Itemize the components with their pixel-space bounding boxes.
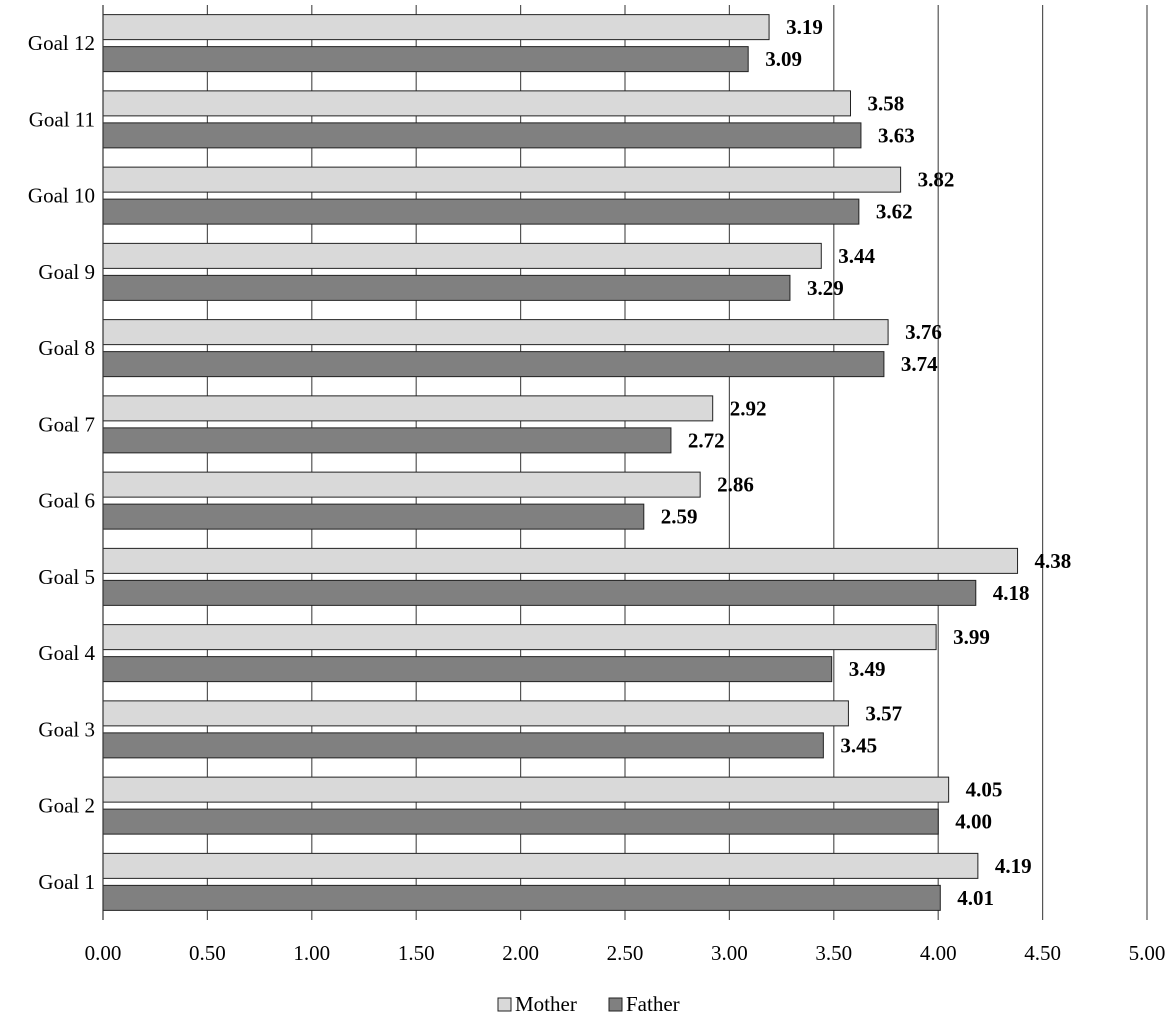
bar-father-goal-4 [102,656,833,683]
bar-mother-goal-5 [102,547,1019,574]
legend: Mother Father [497,992,680,1016]
data-label-father: 2.59 [661,505,698,529]
data-label-mother: 3.76 [905,320,942,344]
x-tick-label: 4.50 [1024,941,1061,965]
bar-mother-goal-7 [102,395,714,422]
bar-mother-goal-1 [102,852,979,879]
x-tick-label: 3.00 [711,941,748,965]
x-tick-label: 0.50 [189,941,226,965]
x-tick-label: 3.50 [815,941,852,965]
data-label-father: 3.49 [849,657,886,681]
legend-label-father: Father [626,992,680,1016]
category-label: Goal 3 [38,717,95,741]
data-label-mother: 2.92 [730,396,767,420]
bar-father-goal-12 [102,46,749,73]
data-label-father: 4.18 [993,581,1030,605]
bar-father-goal-10 [102,198,860,225]
data-label-mother: 3.44 [838,244,875,268]
data-label-father: 4.00 [955,810,992,834]
data-label-father: 3.62 [876,200,913,224]
grid-layer [206,5,1148,920]
data-label-mother: 4.05 [966,778,1003,802]
data-label-mother: 3.19 [786,15,823,39]
x-tick-label: 0.00 [85,941,122,965]
data-label-mother: 3.58 [868,91,905,115]
category-label: Goal 12 [28,31,95,55]
data-label-mother: 4.38 [1035,549,1072,573]
data-label-mother: 3.57 [865,701,902,725]
category-label: Goal 6 [38,489,95,513]
x-tick-label: 1.00 [293,941,330,965]
bar-mother-goal-12 [102,14,770,41]
data-label-mother: 3.82 [918,168,955,192]
category-label: Goal 2 [38,794,95,818]
bar-father-goal-9 [102,274,791,301]
labels-layer: 3.19 3.09 3.58 3.633.823.623.44 3.29 3.76 3.74… [661,15,1072,910]
category-label: Goal 4 [38,641,95,665]
data-label-father: 3.45 [840,733,877,757]
bar-mother-goal-10 [102,166,902,193]
x-tick-label: 2.00 [502,941,539,965]
data-label-father: 3.74 [901,352,938,376]
bar-mother-goal-2 [102,776,950,803]
bar-father-goal-1 [102,884,941,911]
category-label: Goal 1 [38,870,95,894]
data-label-father: 4.01 [957,886,994,910]
category-label: Goal 9 [38,260,95,284]
data-label-father: 3.09 [765,47,802,71]
data-label-father: 3.29 [807,276,844,300]
bar-father-goal-6 [102,503,645,530]
bar-mother-goal-11 [102,90,852,117]
bars-layer [102,14,1019,911]
x-tick-label: 1.50 [398,941,435,965]
legend-swatch-father [608,997,623,1012]
bar-father-goal-11 [102,122,862,149]
x-tick-label: 5.00 [1129,941,1166,965]
bar-mother-goal-3 [102,700,849,727]
x-tick-label: 2.50 [607,941,644,965]
data-label-father: 2.72 [688,428,725,452]
data-label-father: 3.63 [878,123,915,147]
category-label: Goal 8 [38,336,95,360]
x-tick-label: 4.00 [920,941,957,965]
bar-mother-goal-4 [102,624,937,651]
bar-father-goal-7 [102,427,672,454]
data-label-mother: 2.86 [717,473,754,497]
category-label: Goal 10 [28,184,95,208]
data-label-mother: 4.19 [995,854,1032,878]
data-label-mother: 3.99 [953,625,990,649]
bar-father-goal-3 [102,732,824,759]
bar-father-goal-2 [102,808,939,835]
category-label: Goal 7 [38,412,95,436]
legend-swatch-mother [497,997,512,1012]
bar-mother-goal-8 [102,319,889,346]
category-label: Goal 5 [38,565,95,589]
bar-mother-goal-6 [102,471,701,498]
bar-mother-goal-9 [102,242,822,269]
bar-father-goal-8 [102,351,885,378]
bar-father-goal-5 [102,579,977,606]
category-label: Goal 11 [29,107,95,131]
legend-label-mother: Mother [515,992,577,1016]
axis-layer: 0.00 0.50 1.00 1.50 2.00 2.50 3.00 3.50 4.00 4.50… [28,5,1165,965]
